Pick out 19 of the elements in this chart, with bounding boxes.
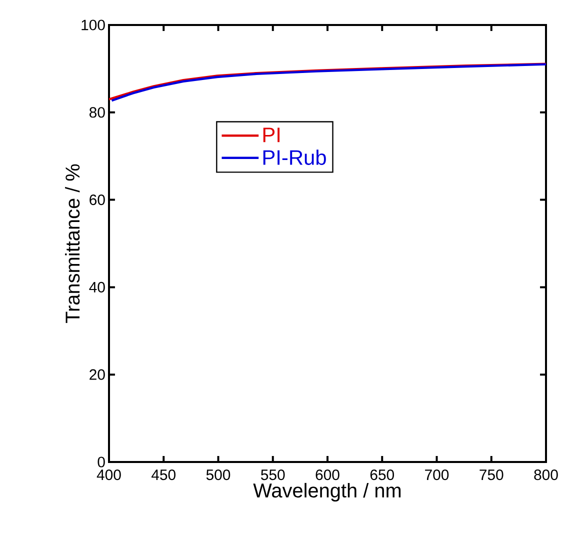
x-tick-label: 650 bbox=[370, 470, 394, 480]
y-axis-title: Transmittance / % bbox=[65, 164, 80, 323]
x-tick-label: 400 bbox=[96, 470, 121, 480]
y-tick-label: 20 bbox=[90, 369, 105, 380]
x-axis-title: Wavelength / nm bbox=[253, 482, 401, 502]
y-tick-label: 0 bbox=[98, 456, 105, 468]
y-tick-label: 80 bbox=[90, 107, 105, 118]
x-tick-label: 450 bbox=[152, 470, 176, 480]
legend-label: PI-Rub bbox=[263, 150, 326, 165]
y-tick-label: 40 bbox=[89, 282, 105, 292]
x-tick-label: 600 bbox=[316, 470, 340, 480]
y-tick-label: 100 bbox=[82, 20, 105, 30]
x-tick-label: 500 bbox=[206, 470, 230, 480]
y-tick-label: 60 bbox=[90, 194, 105, 206]
x-tick-label: 750 bbox=[480, 470, 504, 480]
x-tick-label: 700 bbox=[425, 470, 449, 480]
legend-label: PI bbox=[263, 128, 280, 142]
x-tick-label: 800 bbox=[534, 470, 558, 480]
x-tick-label: 550 bbox=[261, 470, 285, 480]
